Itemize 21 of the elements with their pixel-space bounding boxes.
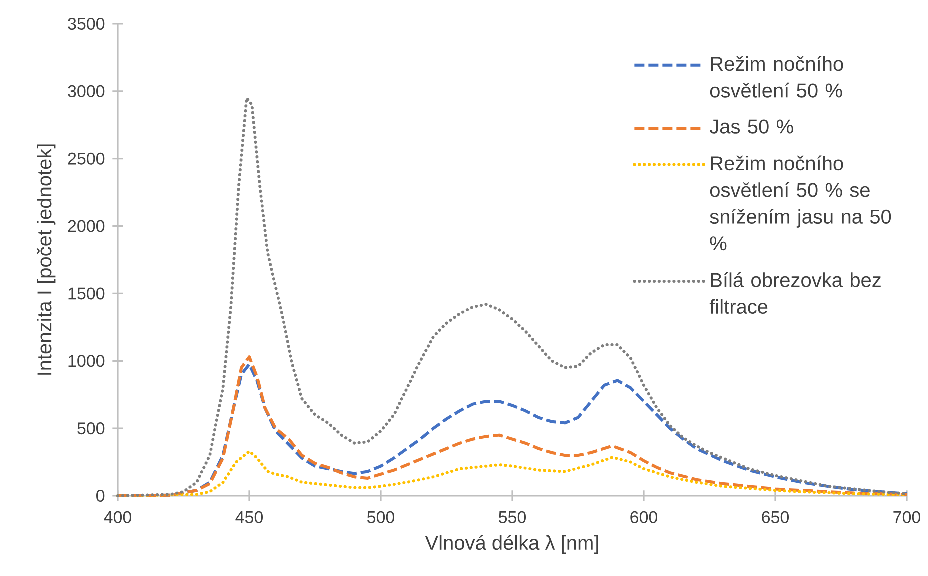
- x-tick-label: 600: [630, 511, 658, 524]
- y-tick-label: 1000: [68, 355, 105, 368]
- x-tick-label: 500: [368, 511, 395, 524]
- y-tick-label: 2000: [68, 220, 105, 232]
- y-tick-label: 3500: [68, 18, 105, 30]
- x-tick-label: 650: [762, 511, 790, 524]
- y-axis-title: Intenzita I [počet jednotek]: [36, 144, 56, 375]
- y-tick-label: 3000: [68, 85, 105, 98]
- y-tick-label: 0: [96, 490, 105, 502]
- legend-label: Bílá obrezovka bez filtrace: [710, 272, 881, 314]
- legend-label: Jas 50 %: [710, 120, 794, 134]
- x-axis-title: Vlnová délka λ [nm]: [425, 535, 598, 554]
- x-tick-label: 550: [499, 511, 526, 524]
- x-tick-label: 450: [236, 511, 264, 524]
- y-tick-label: 2500: [68, 152, 105, 165]
- y-tick-label: 1500: [68, 288, 105, 300]
- legend-label: Režim nočního osvětlení 50 %: [710, 56, 844, 98]
- y-tick-label: 500: [78, 422, 105, 435]
- x-tick-label: 400: [104, 511, 132, 524]
- legend-label: Režim nočního osvětlení 50 % se snížením jasu na 50 %: [710, 156, 892, 251]
- x-tick-label: 700: [894, 511, 921, 524]
